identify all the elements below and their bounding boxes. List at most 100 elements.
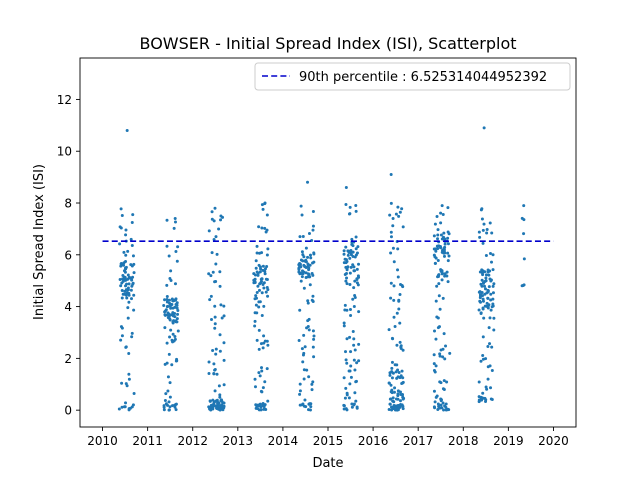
data-point <box>401 376 405 380</box>
legend-box <box>254 62 571 91</box>
data-point <box>354 399 358 403</box>
data-point <box>263 339 267 343</box>
data-point <box>489 397 493 401</box>
data-point <box>125 384 129 388</box>
data-point <box>218 408 222 412</box>
data-point <box>484 276 488 280</box>
data-point <box>304 405 308 409</box>
data-point <box>480 278 484 282</box>
data-point <box>258 300 262 304</box>
data-point <box>125 290 129 294</box>
data-point <box>355 405 359 409</box>
data-point <box>489 386 493 390</box>
data-point <box>167 408 171 412</box>
data-point <box>394 397 398 401</box>
data-point <box>260 277 264 281</box>
data-point <box>353 269 357 273</box>
data-point <box>391 246 395 250</box>
data-point <box>163 326 167 330</box>
data-point <box>441 401 445 405</box>
data-point <box>301 360 305 364</box>
data-point <box>174 249 178 253</box>
data-point <box>488 316 492 320</box>
data-point <box>259 342 263 346</box>
data-point <box>344 185 348 189</box>
data-point <box>446 242 450 246</box>
data-point <box>479 311 483 315</box>
data-point <box>485 227 489 231</box>
data-point <box>387 381 391 385</box>
data-point <box>173 312 177 316</box>
data-point <box>258 282 262 286</box>
data-point <box>253 297 257 301</box>
data-point <box>352 403 356 407</box>
data-point <box>400 207 404 211</box>
data-point <box>173 305 177 309</box>
data-point <box>254 294 258 298</box>
data-point <box>261 346 265 350</box>
data-point <box>254 403 258 407</box>
data-point <box>312 251 316 255</box>
data-point <box>486 296 490 300</box>
data-point <box>261 386 265 390</box>
data-point <box>389 281 393 285</box>
data-point <box>165 218 169 222</box>
data-point <box>118 242 122 246</box>
data-point <box>480 217 484 221</box>
data-point <box>126 249 130 253</box>
data-point <box>125 296 129 300</box>
data-point <box>304 271 308 275</box>
data-point <box>302 286 306 290</box>
data-point <box>213 389 217 393</box>
data-point <box>119 325 123 329</box>
data-point <box>432 369 436 373</box>
data-point <box>175 317 179 321</box>
data-point <box>440 278 444 282</box>
data-point <box>481 396 485 400</box>
data-point <box>298 382 302 386</box>
data-point <box>171 404 175 408</box>
data-point <box>351 297 355 301</box>
data-point <box>397 307 401 311</box>
data-point <box>122 263 126 267</box>
data-point <box>130 243 134 247</box>
data-point <box>482 284 486 288</box>
scatter-points <box>117 126 526 412</box>
data-point <box>219 303 223 307</box>
data-point <box>308 253 312 257</box>
data-point <box>213 280 217 284</box>
data-point <box>263 269 267 273</box>
data-point <box>302 333 306 337</box>
x-tick-label: 2017 <box>403 434 434 448</box>
data-point <box>401 348 405 352</box>
data-point <box>446 280 450 284</box>
x-tick-label: 2018 <box>448 434 479 448</box>
data-point <box>255 291 259 295</box>
data-point <box>355 251 359 255</box>
data-point <box>311 224 315 228</box>
data-point <box>401 397 405 401</box>
data-point <box>478 235 482 239</box>
data-point <box>443 404 447 408</box>
data-point <box>307 375 311 379</box>
data-point <box>446 206 450 210</box>
data-point <box>388 213 392 217</box>
data-point <box>164 392 168 396</box>
data-point <box>119 207 123 211</box>
data-point <box>343 396 347 400</box>
data-point <box>301 234 305 238</box>
data-point <box>162 304 166 308</box>
data-point <box>446 236 450 240</box>
data-point <box>357 310 361 314</box>
data-point <box>254 266 258 270</box>
data-point <box>222 314 226 318</box>
data-point <box>306 275 310 279</box>
data-point <box>120 281 124 285</box>
data-point <box>124 401 128 405</box>
data-point <box>214 235 218 239</box>
data-point <box>435 244 439 248</box>
data-point <box>433 400 437 404</box>
data-point <box>401 285 405 289</box>
data-point <box>484 357 488 361</box>
data-point <box>398 210 402 214</box>
